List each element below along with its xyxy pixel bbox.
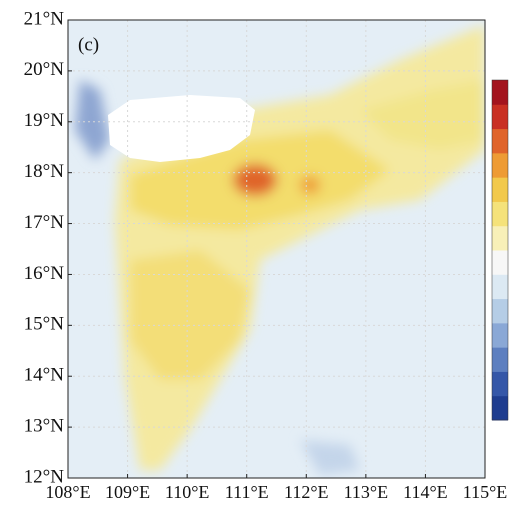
colorbar-segment xyxy=(492,128,508,154)
x-tick-label: 108°E xyxy=(45,482,90,502)
colorbar-frame xyxy=(491,79,509,421)
colorbar-segment xyxy=(492,395,508,421)
colorbar-segment xyxy=(492,274,508,300)
colorbar-segment xyxy=(492,250,508,275)
y-tick-label: 13°N xyxy=(24,415,65,436)
y-tick-label: 19°N xyxy=(24,110,65,131)
x-tick-label: 109°E xyxy=(105,482,150,502)
y-tick-label: 21°N xyxy=(24,8,65,29)
x-tick-label: 110°E xyxy=(165,482,210,502)
y-tick-label: 20°N xyxy=(24,59,65,80)
x-tick-label: 111°E xyxy=(225,482,269,502)
x-tick-label: 113°E xyxy=(344,482,389,502)
colorbar-segment xyxy=(492,347,508,372)
colorbar-segment xyxy=(492,225,508,251)
colorbar xyxy=(492,80,508,421)
y-tick-label: 14°N xyxy=(24,365,65,386)
colorbar-segment xyxy=(492,80,508,105)
y-tick-label: 16°N xyxy=(24,263,65,284)
y-tick-label: 18°N xyxy=(24,161,65,182)
field xyxy=(68,20,485,478)
frame xyxy=(67,19,486,479)
colorbar-segment xyxy=(492,177,508,202)
y-tick-label: 15°N xyxy=(24,314,65,335)
x-tick-label: 115°E xyxy=(463,482,508,502)
island xyxy=(108,95,255,162)
y-tick-label: 17°N xyxy=(24,212,65,233)
colorbar-segment xyxy=(492,371,508,397)
colorbar-segment xyxy=(492,152,508,178)
x-tick-label: 114°E xyxy=(403,482,448,502)
colorbar-segment xyxy=(492,322,508,348)
colorbar-segment xyxy=(492,201,508,227)
x-tick-label: 112°E xyxy=(284,482,329,502)
colorbar-segment xyxy=(492,104,508,130)
colorbar-segment xyxy=(492,298,508,324)
y-tick-label: 12°N xyxy=(24,466,65,487)
panel-label: (c) xyxy=(78,34,99,55)
